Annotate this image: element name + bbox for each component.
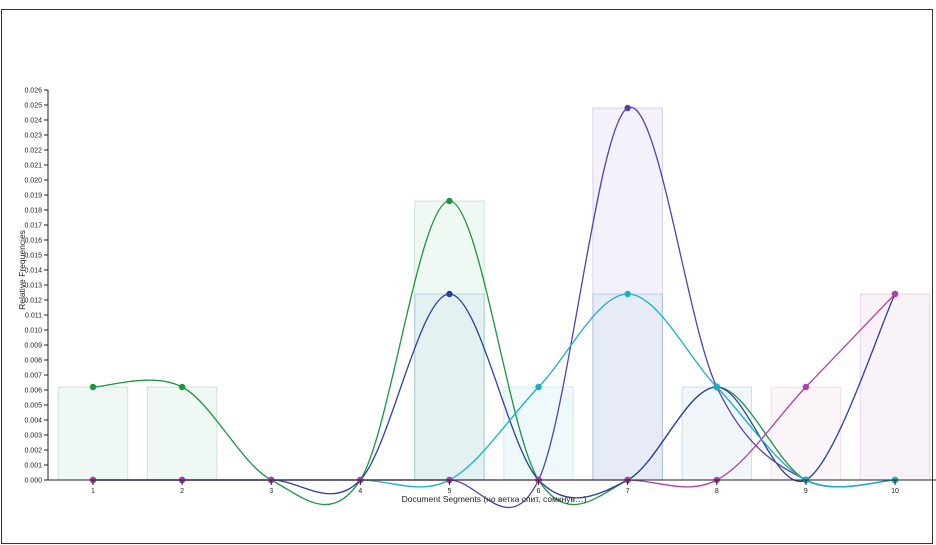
bars-layer [57,107,931,481]
y-tick-label: 0.002 [24,448,42,455]
y-tick-label: 0.022 [24,148,42,155]
bar [681,386,753,481]
data-point [891,290,899,298]
x-tick-label: 8 [715,488,719,495]
x-tick-label: 9 [804,488,808,495]
data-point [446,290,453,298]
data-point [713,383,720,391]
y-tick-label: 0.020 [24,178,42,185]
y-tick-label: 0.009 [24,343,42,350]
bar [770,386,842,481]
y-tick-label: 0.011 [25,313,42,320]
y-tick-label: 0.025 [24,103,42,110]
data-point [624,290,631,298]
data-point [446,197,453,205]
x-tick-label: 4 [358,488,362,495]
y-tick-label: 0.005 [24,403,42,410]
x-tick-label: 7 [626,488,630,495]
y-tick-label: 0.004 [24,418,42,425]
bar [146,386,218,481]
y-tick-label: 0.017 [24,223,42,230]
x-tick-label: 2 [180,488,184,495]
y-tick-label: 0.012 [24,298,42,305]
x-tick-label: 3 [269,488,273,495]
y-tick-label: 0.015 [24,253,42,260]
data-point [535,383,542,391]
bar [57,386,129,481]
y-tick-label: 0.023 [24,133,42,140]
series-line [92,200,896,506]
x-axis: 1 2 3 4 5 6 7 8 9 10 [48,479,936,495]
bar [592,293,663,481]
y-tick-label: 0.003 [24,433,42,440]
bar [414,200,485,481]
y-tick-label: 0.010 [24,328,42,335]
y-tick-label: 0.026 [24,88,42,95]
x-tick-label: 1 [91,488,95,495]
y-tick-label: 0.019 [24,193,42,200]
x-tick-label: 6 [537,488,541,495]
y-axis: 0.000 0.001 0.002 0.003 0.004 0.005 0.006 0.007… [24,88,49,485]
y-tick-label: 0.007 [24,373,42,380]
y-tick-label: 0.016 [24,238,42,245]
y-tick-label: 0.014 [24,268,42,275]
y-tick-label: 0.024 [24,118,42,125]
x-axis-label: Document Segments (но ветка спит, сомкну… [402,494,587,504]
y-tick-label: 0.001 [24,463,42,470]
data-point [802,383,810,391]
data-point [89,383,97,391]
chart-frame [1,9,933,544]
y-tick-label: 0.008 [24,358,42,365]
y-axis-label: Relative Frequencies [17,230,27,310]
y-tick-label: 0.018 [24,208,42,215]
bar [859,293,931,481]
y-tick-label: 0.006 [24,388,42,395]
x-tick-label: 5 [447,488,451,495]
data-point [178,383,186,391]
x-tick-label: 10 [891,488,899,495]
y-tick-label: 0.000 [24,478,42,485]
y-tick-label: 0.021 [24,163,42,170]
y-tick-label: 0.013 [24,283,42,290]
data-point [624,104,631,112]
